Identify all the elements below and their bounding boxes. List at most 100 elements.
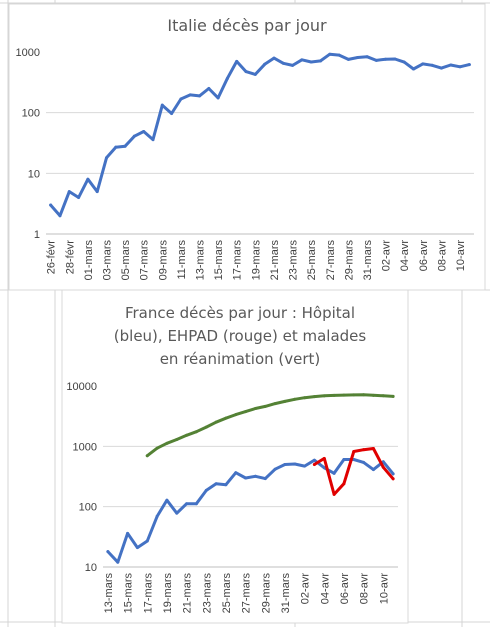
series-2-point [283,399,287,403]
x-tick-label: 29-mars [260,573,272,614]
series-0-point [116,560,120,564]
chart-title-line: Italie décès par jour [167,16,327,35]
series-1-point [381,465,385,469]
series-2-point [224,416,228,420]
series-2-point [293,397,297,401]
series-2-point [322,394,326,398]
series-0-point [402,60,406,64]
series-1-point [362,448,366,452]
series-0-point [175,511,179,515]
series-0-point [449,63,453,67]
chart-title-line: (bleu), EHPAD (rouge) et malades [114,327,367,345]
series-0-point [179,97,183,101]
series-0-point [371,468,375,472]
series-1-point [371,447,375,451]
series-0-point [263,477,267,481]
series-0-point [439,66,443,70]
x-tick-label: 23-mars [201,573,213,614]
series-0-point [342,458,346,462]
series-2-point [342,393,346,397]
series-0-point [244,476,248,480]
series-0-point [374,58,378,62]
x-tick-label: 27-mars [241,573,253,614]
series-2-point [273,402,277,406]
series-0-point [244,70,248,74]
series-0-point [458,65,462,69]
series-0-point [67,190,71,194]
series-1-point [391,477,395,481]
series-0-point [188,93,192,97]
series-2-point [165,441,169,445]
x-tick-label: 02-avr [300,573,312,605]
x-tick-label: 23-mars [288,240,300,281]
series-0-point [412,67,416,71]
x-tick-label: 26-févr [46,240,58,275]
series-0-point [300,58,304,62]
series-0-point [391,472,395,476]
series-0-point [95,190,99,194]
series-0-point [272,56,276,60]
x-tick-label: 31-mars [280,573,292,614]
y-tick-label: 1000 [73,441,97,453]
series-0-point [207,87,211,91]
series-line-0 [106,458,395,564]
y-tick-label: 100 [79,502,97,514]
series-0-point [234,471,238,475]
series-0-point [165,498,169,502]
series-0-point [346,57,350,61]
x-tick-label: 21-mars [269,240,281,281]
series-2-point [175,438,179,442]
series-2-point [185,433,189,437]
series-0-point [145,539,149,543]
series-2-point [244,410,248,414]
series-0-point [393,57,397,61]
series-0-point [126,531,130,535]
series-2-point [145,454,149,458]
x-tick-label: 19-mars [162,573,174,614]
x-tick-label: 11-mars [176,240,188,280]
series-0-point [77,195,81,199]
series-0-point [273,467,277,471]
series-0-point [132,134,136,138]
series-0-point [356,55,360,59]
series-0-point [384,57,388,61]
chart-france: France décès par jour : Hôpital (bleu), E… [61,289,409,624]
x-tick-label: 13-mars [103,573,115,614]
series-1-point [342,482,346,486]
series-0-point [170,111,174,115]
series-0-point [235,59,239,63]
series-2-point [234,413,238,417]
series-0-point [198,94,202,98]
series-2-point [362,393,366,397]
series-2-point [253,407,257,411]
series-0-point [104,156,108,160]
x-tick-label: 08-avr [359,573,371,605]
series-2-point [204,425,208,429]
series-0-point [312,458,316,462]
y-tick-label: 100 [22,108,40,120]
series-0-point [253,72,257,76]
series-0-point [318,59,322,63]
x-tick-label: 13-mars [195,240,207,281]
series-0-point [142,129,146,133]
series-0-point [224,483,228,487]
y-tick-label: 1000 [16,47,40,59]
series-0-point [216,96,220,100]
x-tick-label: 15-mars [123,573,135,614]
x-tick-label: 07-mars [139,240,151,281]
x-tick-label: 06-avr [339,573,351,605]
series-0-point [263,62,267,66]
series-0-point [332,471,336,475]
series-0-point [381,460,385,464]
series-line-0 [49,52,471,218]
series-0-point [114,145,118,149]
x-tick-label: 19-mars [250,240,262,281]
x-tick-label: 17-mars [142,573,154,614]
x-tick-label: 05-mars [120,240,132,281]
series-2-point [332,393,336,397]
series-0-point [281,61,285,65]
chart-italy: Italie décès par jour 1 10 100 1000 26-févr 28… [8,3,486,291]
x-tick-label: 06-avr [418,240,430,272]
